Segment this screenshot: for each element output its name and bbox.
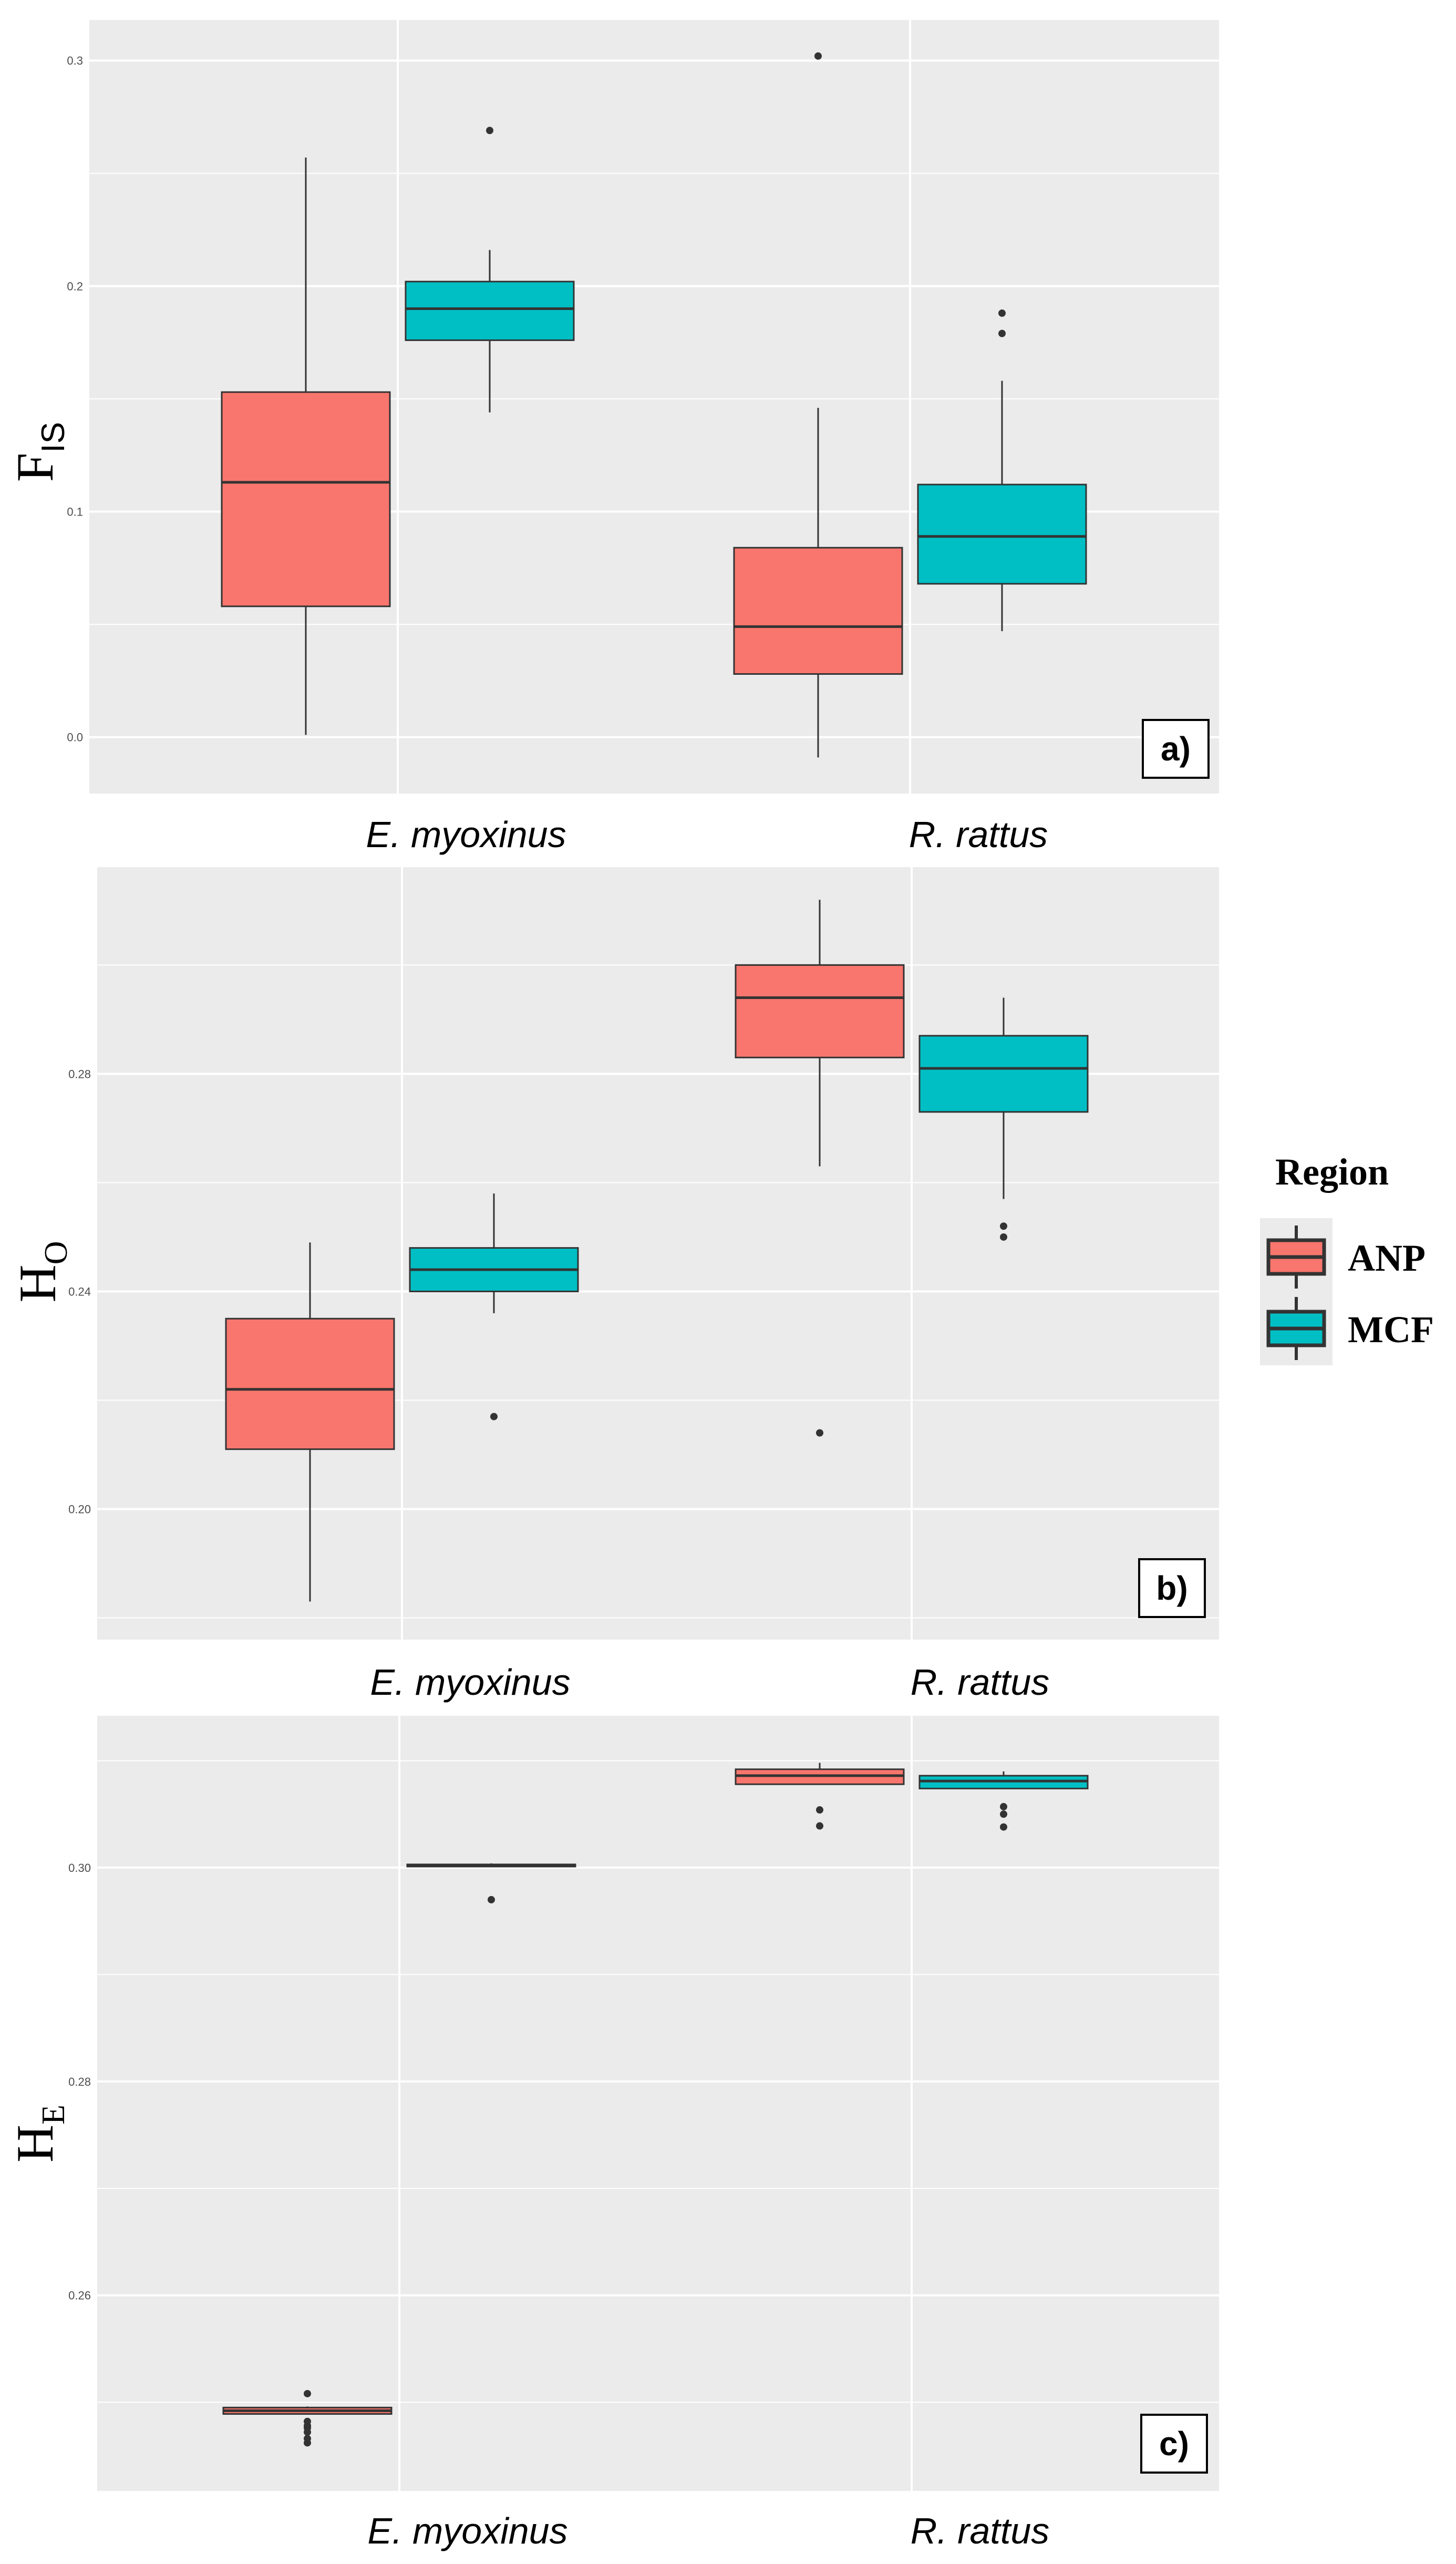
outlier-point [816, 1822, 823, 1830]
legend-title: Region [1275, 1151, 1389, 1193]
y-axis-label-main: H [8, 1264, 67, 1302]
x-category-label: R. rattus [909, 814, 1048, 855]
outlier-point [304, 2390, 311, 2397]
box-anp-r-rattus [735, 1763, 905, 1830]
box-body [225, 1317, 395, 1450]
x-category-label: R. rattus [911, 2510, 1050, 2551]
panel-tag-label: a) [1161, 730, 1191, 768]
y-tick-label: 0.2 [67, 280, 83, 293]
panel-tag-label: b) [1156, 1569, 1187, 1607]
legend-key-mcf [1266, 1297, 1326, 1360]
y-axis-label-subscript: E [36, 2105, 71, 2125]
box-anp-r-rattus [735, 900, 905, 1437]
panel-1: 0.0 0.1 0.2 0.3 E. myoxinus R. rattus FIS a) [6, 20, 1219, 855]
y-axis-label: HO [8, 1241, 74, 1303]
box-mcf-e-myoxinus [405, 127, 575, 413]
box-body [221, 391, 391, 607]
y-tick-label: 0.30 [68, 1861, 91, 1875]
box-body [733, 547, 903, 675]
outlier-point [1000, 1233, 1007, 1241]
outlier-point [1000, 1823, 1007, 1831]
outlier-point [304, 2439, 311, 2447]
box-body [405, 281, 575, 341]
outlier-point [816, 1806, 823, 1814]
box-mcf-r-rattus [918, 1771, 1089, 1831]
outlier-point [814, 52, 822, 60]
box-anp-e-myoxinus [225, 1242, 395, 1602]
y-axis-label: FIS [6, 422, 71, 482]
y-axis-label: HE [6, 2105, 71, 2163]
y-tick-label: 0.28 [68, 2075, 91, 2088]
panel-tag-box [1142, 719, 1210, 779]
x-category-label: E. myoxinus [370, 1662, 570, 1703]
box-anp-r-rattus [733, 52, 903, 758]
x-category-label: R. rattus [911, 1662, 1050, 1703]
y-tick-label: 0.1 [67, 506, 83, 519]
panel-tag-box [1140, 2414, 1208, 2474]
legend: Region ANP MCF [1260, 1151, 1434, 1365]
box-mcf-r-rattus [917, 309, 1087, 632]
box-body [917, 483, 1087, 585]
box-body [918, 1035, 1089, 1113]
box-body [735, 964, 905, 1058]
outlier-point [998, 329, 1006, 337]
y-axis-label-subscript: IS [35, 422, 71, 453]
outlier-point [486, 127, 493, 135]
plot-background [97, 867, 1219, 1640]
y-axis-label-main: H [6, 2125, 64, 2163]
box-mcf-r-rattus [918, 997, 1089, 1241]
outlier-point [304, 2428, 311, 2436]
box-mcf-e-myoxinus [406, 1863, 576, 1903]
legend-label-anp: ANP [1348, 1237, 1426, 1279]
y-tick-label: 0.24 [68, 1285, 91, 1298]
y-axis-label-subscript: O [38, 1241, 74, 1265]
box-anp-e-myoxinus [222, 2390, 393, 2447]
outlier-point [816, 1429, 823, 1437]
outlier-point [490, 1413, 498, 1420]
outlier-point [1000, 1810, 1007, 1818]
x-category-label: E. myoxinus [367, 2510, 567, 2551]
outlier-point [1000, 1222, 1007, 1230]
x-category-label: E. myoxinus [366, 814, 566, 855]
legend-label-mcf: MCF [1348, 1309, 1434, 1351]
y-tick-label: 0.28 [68, 1067, 91, 1080]
outlier-point [998, 309, 1006, 317]
panel-tag-box [1138, 1558, 1206, 1618]
panel-tag-label: c) [1159, 2425, 1189, 2463]
y-tick-label: 0.0 [67, 731, 83, 744]
y-axis-label-main: F [6, 452, 64, 482]
box-mcf-e-myoxinus [409, 1193, 579, 1420]
y-tick-label: 0.3 [67, 54, 83, 67]
plot-background [97, 1716, 1219, 2491]
legend-key-anp [1266, 1226, 1326, 1289]
outlier-point [488, 1896, 495, 1903]
y-tick-label: 0.26 [68, 2289, 91, 2302]
box-anp-e-myoxinus [221, 157, 391, 735]
outlier-point [1000, 1803, 1007, 1810]
y-tick-label: 0.20 [68, 1503, 91, 1516]
